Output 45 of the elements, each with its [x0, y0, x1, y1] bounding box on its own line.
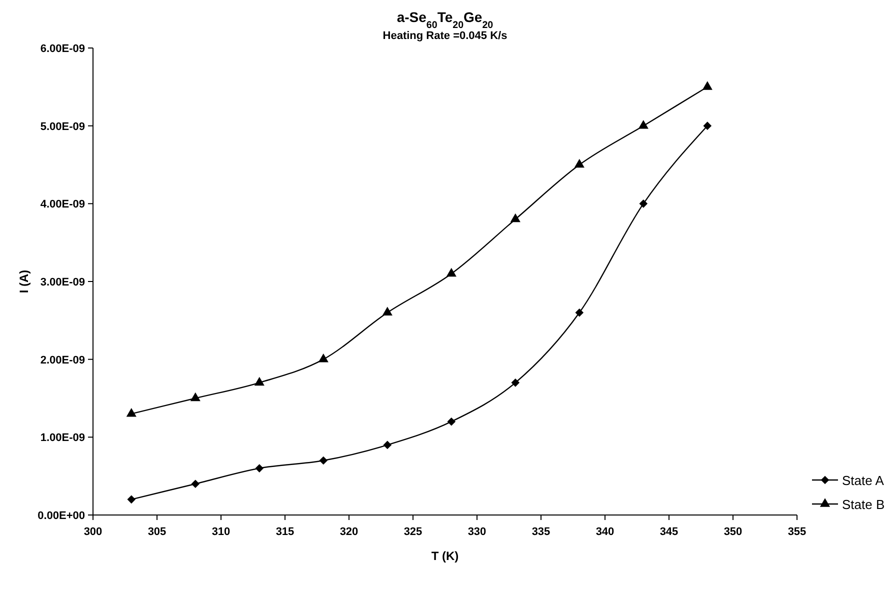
- point: [190, 392, 200, 402]
- y-tick-label: 4.00E-09: [40, 198, 85, 211]
- x-tick-label: 310: [212, 526, 230, 538]
- x-tick-label: 330: [468, 526, 486, 538]
- point: [126, 408, 136, 417]
- x-tick-label: 340: [596, 526, 614, 538]
- y-tick-label: 0.00E+00: [38, 510, 85, 522]
- x-tick-label: 355: [788, 526, 806, 538]
- point: [638, 120, 648, 129]
- chart-subtitle: Heating Rate =0.045 K/s: [382, 30, 508, 42]
- point: [510, 213, 520, 222]
- x-tick-label: 300: [84, 526, 102, 538]
- point: [319, 456, 328, 465]
- point: [511, 378, 520, 387]
- point: [254, 376, 264, 386]
- x-tick-label: 350: [724, 526, 742, 538]
- x-tick-label: 335: [532, 526, 550, 538]
- point: [446, 268, 456, 277]
- x-tick-label: 305: [148, 526, 166, 538]
- point: [574, 158, 584, 168]
- point: [255, 464, 264, 472]
- x-tick-label: 320: [340, 526, 358, 538]
- point: [702, 81, 712, 90]
- chart-title: a-Se$_{60}$Te$_{20}$Ge$_{20}$: [396, 9, 494, 30]
- point: [383, 440, 392, 450]
- x-tick-label: 325: [404, 526, 422, 538]
- y-tick-label: 2.00E-09: [40, 354, 85, 366]
- point: [382, 306, 392, 316]
- point: [318, 354, 328, 362]
- x-tick-label: 345: [660, 526, 678, 538]
- legend-label: State B: [842, 497, 885, 512]
- point: [703, 122, 712, 130]
- point: [191, 480, 200, 488]
- y-tick-label: 1.00E-09: [40, 432, 85, 444]
- y-tick-label: 6.00E-09: [40, 43, 85, 55]
- x-tick-label: 315: [276, 526, 294, 538]
- point: [447, 417, 456, 426]
- point: [639, 200, 648, 208]
- point: [127, 495, 136, 504]
- y-tick-label: 3.00E-09: [40, 276, 85, 288]
- y-axis-title: I (A): [17, 270, 31, 294]
- point: [575, 308, 584, 317]
- legend-label: State A: [842, 473, 884, 488]
- x-axis-title: T (K): [431, 549, 459, 563]
- y-tick-label: 5.00E-09: [40, 120, 85, 133]
